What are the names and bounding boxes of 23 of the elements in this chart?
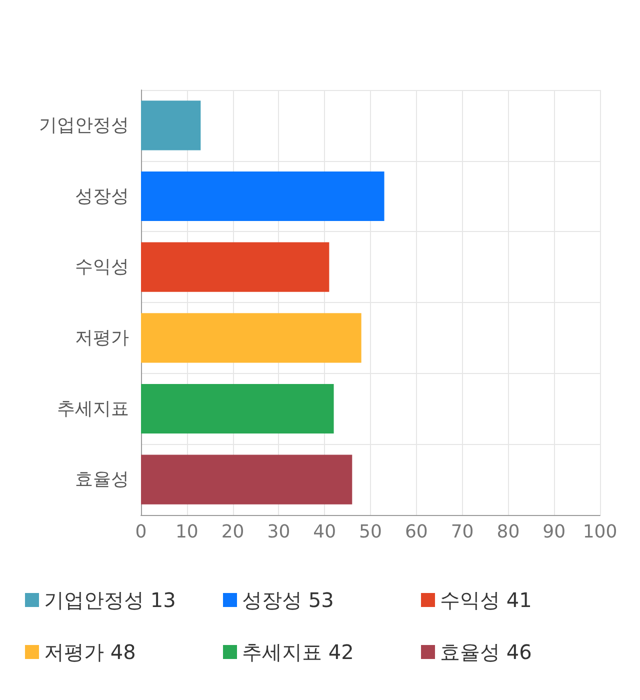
x-tick-label: 30	[267, 522, 290, 542]
legend-label: 수익성 41	[440, 588, 532, 612]
y-tick-label: 저평가	[75, 327, 129, 348]
y-tick-label: 추세지표	[57, 398, 129, 420]
legend-label: 추세지표 42	[242, 640, 354, 664]
legend-label: 효율성 46	[440, 640, 532, 664]
legend-label: 성장성 53	[242, 588, 334, 612]
y-tick-label: 기업안정성	[39, 114, 129, 136]
x-tick-label: 90	[542, 522, 566, 542]
legend-label: 기업안정성 13	[44, 588, 176, 612]
y-tick-label: 수익성	[75, 256, 129, 278]
x-tick-label: 60	[404, 522, 428, 542]
x-tick-label: 100	[582, 522, 618, 542]
x-tick-label: 20	[221, 522, 244, 542]
y-tick-label: 성장성	[75, 186, 129, 207]
x-tick-label: 10	[175, 522, 198, 542]
x-tick-label: 50	[359, 522, 382, 542]
x-tick-label: 70	[450, 522, 474, 542]
x-tick-label: 80	[496, 522, 520, 542]
y-tick-label: 효율성	[75, 469, 129, 490]
legend-label: 저평가 48	[44, 640, 136, 664]
x-tick-label: 40	[313, 522, 336, 542]
x-tick-label: 0	[135, 522, 147, 542]
